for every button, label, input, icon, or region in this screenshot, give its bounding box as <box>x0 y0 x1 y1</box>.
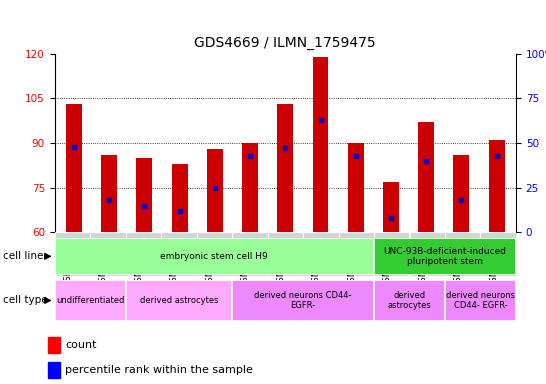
Bar <box>312 57 329 232</box>
Bar <box>374 238 516 275</box>
Bar <box>268 232 303 276</box>
Bar <box>242 143 258 232</box>
Bar <box>126 280 232 321</box>
Bar <box>445 280 516 321</box>
Bar <box>49 337 61 353</box>
Bar <box>126 232 161 276</box>
Bar <box>197 232 232 276</box>
Text: derived neurons
CD44- EGFR-: derived neurons CD44- EGFR- <box>446 291 515 310</box>
Text: GSM997566: GSM997566 <box>276 236 286 287</box>
Text: GSM997555: GSM997555 <box>63 236 72 286</box>
Bar <box>410 232 445 276</box>
Bar <box>161 232 197 276</box>
Bar <box>277 104 293 232</box>
Bar <box>101 155 117 232</box>
Text: GSM997565: GSM997565 <box>241 236 250 286</box>
Text: GSM997564: GSM997564 <box>205 236 214 286</box>
Text: count: count <box>66 340 97 350</box>
Text: GSM997572: GSM997572 <box>418 236 428 286</box>
Bar <box>55 280 126 321</box>
Text: cell line: cell line <box>3 251 43 262</box>
Text: percentile rank within the sample: percentile rank within the sample <box>66 365 253 375</box>
Bar <box>383 182 399 232</box>
Bar <box>55 238 374 275</box>
Bar <box>207 149 223 232</box>
Text: GSM997556: GSM997556 <box>99 236 108 286</box>
Text: cell type: cell type <box>3 295 48 306</box>
Bar <box>171 164 188 232</box>
Text: GSM997563: GSM997563 <box>170 236 179 287</box>
Text: derived neurons CD44-
EGFR-: derived neurons CD44- EGFR- <box>254 291 352 310</box>
Bar <box>55 238 374 275</box>
Bar <box>418 122 434 232</box>
Text: derived astrocytes: derived astrocytes <box>140 296 218 305</box>
Bar <box>55 232 90 276</box>
Bar <box>454 155 470 232</box>
Bar <box>374 232 410 276</box>
Bar <box>445 232 480 276</box>
Bar <box>49 362 61 378</box>
Text: UNC-93B-deficient-induced
pluripotent stem: UNC-93B-deficient-induced pluripotent st… <box>383 247 507 266</box>
Bar <box>90 232 126 276</box>
Text: undifferentiated: undifferentiated <box>56 296 124 305</box>
Text: embryonic stem cell H9: embryonic stem cell H9 <box>161 252 268 261</box>
Bar <box>339 232 374 276</box>
Bar <box>66 104 82 232</box>
Bar <box>374 280 445 321</box>
Text: GSM997557: GSM997557 <box>134 236 143 286</box>
Text: GSM997568: GSM997568 <box>347 236 357 287</box>
Bar <box>480 232 516 276</box>
Bar <box>232 232 268 276</box>
Text: GSM997569: GSM997569 <box>454 236 463 286</box>
Bar <box>374 238 516 275</box>
Bar <box>136 158 152 232</box>
Title: GDS4669 / ILMN_1759475: GDS4669 / ILMN_1759475 <box>194 36 376 50</box>
Text: derived
astrocytes: derived astrocytes <box>388 291 431 310</box>
Bar <box>489 140 505 232</box>
Bar <box>232 280 374 321</box>
Text: GSM997567: GSM997567 <box>312 236 321 287</box>
Text: GSM997571: GSM997571 <box>383 236 392 286</box>
Bar <box>303 232 339 276</box>
Text: GSM997570: GSM997570 <box>489 236 498 286</box>
Bar <box>348 143 364 232</box>
